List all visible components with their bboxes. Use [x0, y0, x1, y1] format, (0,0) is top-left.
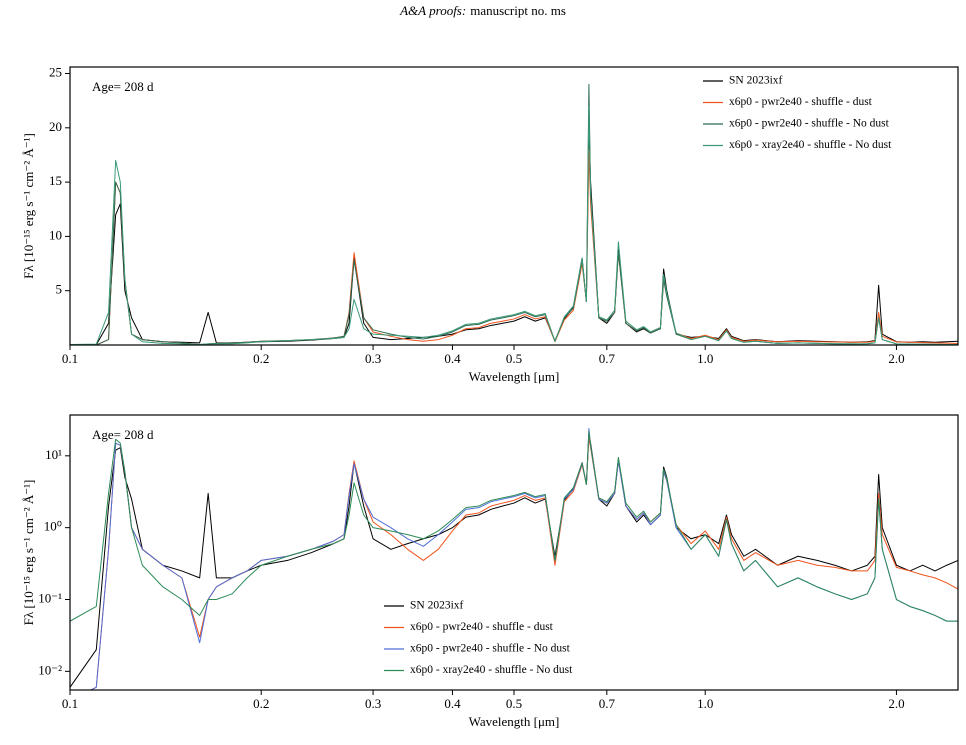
- y-tick-label: 10⁰: [44, 519, 62, 534]
- x-tick-label: 0.4: [444, 351, 461, 366]
- legend-label: x6p0 - xray2e40 - shuffle - No dust: [410, 664, 573, 676]
- x-tick-label: 0.1: [62, 696, 78, 711]
- legend-label: x6p0 - pwr2e40 - shuffle - No dust: [729, 118, 890, 130]
- y-tick-label: 10⁻¹: [38, 590, 62, 605]
- spectrum-line: [89, 436, 958, 690]
- x-tick-label: 0.3: [365, 351, 381, 366]
- spectrum-line: [70, 127, 958, 345]
- y-tick-label: 5: [56, 282, 63, 297]
- y-tick-label: 10¹: [45, 447, 62, 462]
- x-tick-label: 0.7: [599, 351, 616, 366]
- annotation: Age= 208 d: [92, 427, 154, 442]
- manuscript: manuscript no. ms: [470, 3, 566, 18]
- x-axis-label: Wavelength [μm]: [469, 714, 560, 729]
- x-tick-label: 0.4: [444, 696, 461, 711]
- spectrum-line: [70, 105, 958, 345]
- x-tick-label: 0.1: [62, 351, 78, 366]
- spectrum-line: [70, 430, 958, 622]
- legend-label: x6p0 - pwr2e40 - shuffle - No dust: [410, 643, 571, 655]
- y-tick-label: 20: [49, 119, 62, 134]
- y-tick-label: 10⁻²: [38, 662, 62, 677]
- x-tick-label: 0.5: [506, 696, 522, 711]
- x-axis-label: Wavelength [μm]: [469, 369, 560, 384]
- y-axis-label: Fλ [10⁻¹⁵ erg s⁻¹ cm⁻² Å⁻¹]: [21, 480, 36, 626]
- x-tick-label: 1.0: [697, 696, 713, 711]
- plot-frame: [69, 414, 959, 691]
- spectrum-line: [89, 428, 958, 690]
- x-tick-label: 1.0: [697, 351, 713, 366]
- legend-label: x6p0 - xray2e40 - shuffle - No dust: [729, 139, 892, 151]
- x-tick-label: 2.0: [888, 696, 904, 711]
- plot-frame: [69, 66, 959, 346]
- x-tick-label: 0.5: [506, 351, 522, 366]
- y-tick-label: 25: [49, 65, 62, 80]
- x-tick-label: 0.2: [253, 351, 269, 366]
- x-tick-label: 0.2: [253, 696, 269, 711]
- x-tick-label: 2.0: [888, 351, 904, 366]
- page-header: A&A proofs: manuscript no. ms: [399, 3, 566, 18]
- y-tick-label: 10: [49, 227, 62, 242]
- y-tick-label: 15: [49, 173, 62, 188]
- x-tick-label: 0.7: [599, 696, 616, 711]
- x-tick-label: 0.3: [365, 696, 381, 711]
- legend-label: SN 2023ixf: [410, 600, 464, 612]
- y-axis-label: Fλ [10⁻¹⁵ erg s⁻¹ cm⁻² Å⁻¹]: [21, 133, 36, 279]
- legend-label: x6p0 - pwr2e40 - shuffle - dust: [729, 96, 873, 108]
- legend-label: SN 2023ixf: [729, 75, 783, 87]
- journal: A&A proofs:: [399, 3, 466, 18]
- annotation: Age= 208 d: [92, 79, 154, 94]
- legend-label: x6p0 - pwr2e40 - shuffle - dust: [410, 621, 554, 633]
